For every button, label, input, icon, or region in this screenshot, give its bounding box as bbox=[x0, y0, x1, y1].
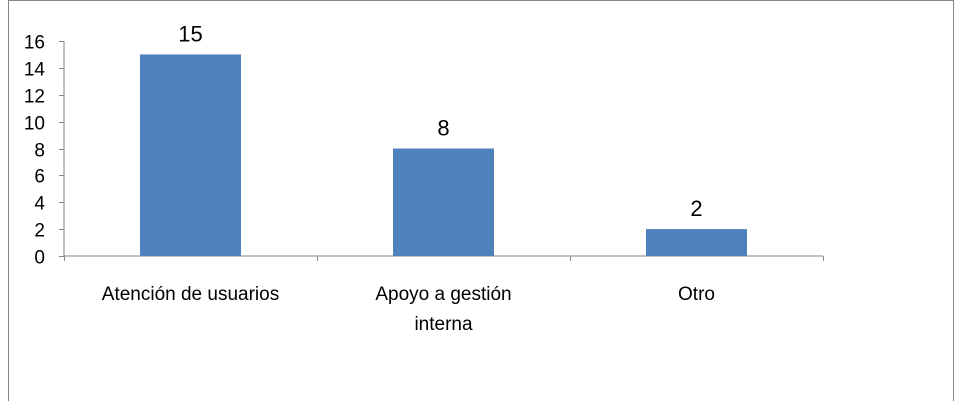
x-tick-label: Otro bbox=[678, 284, 715, 305]
x-tick-label: Apoyo a gestión interna bbox=[375, 284, 511, 335]
y-tick-label: 12 bbox=[24, 87, 45, 108]
bars bbox=[140, 54, 747, 256]
data-label: 15 bbox=[178, 21, 202, 46]
bar bbox=[646, 229, 747, 256]
y-tick-label: 14 bbox=[24, 60, 46, 81]
y-tick-label: 16 bbox=[24, 33, 45, 54]
labels: 15 Atención de usuarios 8 Apoyo a gestión in… bbox=[102, 21, 715, 335]
data-label: 2 bbox=[690, 196, 702, 221]
y-tick-label: 10 bbox=[24, 114, 45, 135]
x-tick-label: Atención de usuarios bbox=[102, 284, 279, 305]
bar bbox=[140, 54, 241, 256]
x-tick-label-line: Atención de usuarios bbox=[102, 284, 279, 305]
y-tick-label: 0 bbox=[34, 248, 45, 269]
y-tick-label: 8 bbox=[34, 141, 45, 162]
y-tick-label: 2 bbox=[34, 221, 45, 242]
y-tick-label: 4 bbox=[34, 194, 45, 215]
x-tick-label-line: interna bbox=[414, 314, 473, 335]
x-tick-label-line: Otro bbox=[678, 284, 715, 305]
y-tick-label: 6 bbox=[34, 167, 45, 188]
bar bbox=[393, 148, 494, 256]
data-label: 8 bbox=[437, 116, 449, 141]
x-tick-label-line: Apoyo a gestión bbox=[375, 284, 511, 305]
